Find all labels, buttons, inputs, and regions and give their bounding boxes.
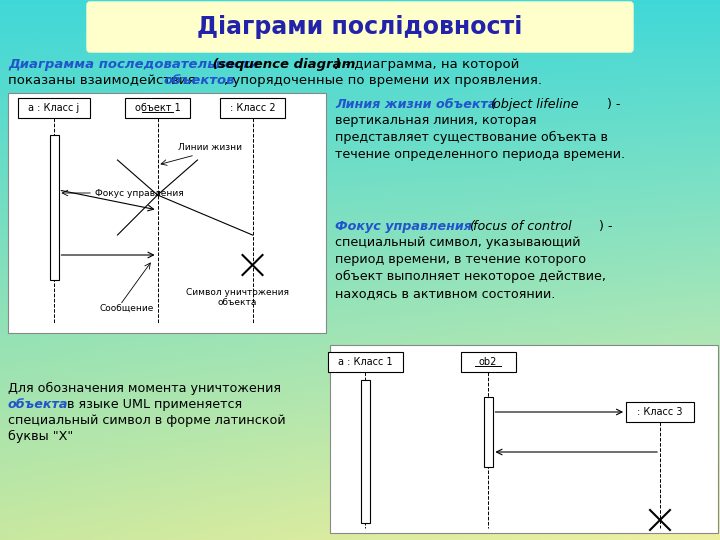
Text: Символ уничтожения
объекта: Символ уничтожения объекта — [186, 288, 289, 307]
Text: : Класс 3: : Класс 3 — [637, 407, 683, 417]
Text: (: ( — [487, 98, 496, 111]
Text: , упорядоченные по времени их проявления.: , упорядоченные по времени их проявления… — [224, 74, 542, 87]
Bar — [18, 98, 90, 118]
Bar — [328, 352, 402, 372]
Text: специальный символ, указывающий
период времени, в течение которого
объект выполн: специальный символ, указывающий период в… — [335, 236, 606, 300]
Text: (: ( — [208, 58, 219, 71]
Bar — [361, 380, 369, 523]
Text: sequence diagram: sequence diagram — [218, 58, 356, 71]
Text: (: ( — [466, 220, 475, 233]
Text: ) -: ) - — [607, 98, 621, 111]
Text: : Класс 2: : Класс 2 — [230, 103, 275, 113]
Text: объекта: объекта — [8, 398, 68, 411]
Text: объект 1: объект 1 — [135, 103, 181, 113]
Text: - диаграмма, на которой: - диаграмма, на которой — [341, 58, 519, 71]
Text: Линия жизни объекта: Линия жизни объекта — [335, 98, 497, 111]
Text: Діаграми послідовності: Діаграми послідовності — [197, 15, 523, 39]
Bar — [484, 397, 492, 467]
Bar — [8, 93, 326, 333]
Text: ob2: ob2 — [479, 357, 498, 367]
Text: вертикальная линия, которая
представляет существование объекта в
течение определ: вертикальная линия, которая представляет… — [335, 114, 625, 161]
Bar — [461, 352, 516, 372]
FancyBboxPatch shape — [87, 2, 633, 52]
Text: объектов: объектов — [164, 74, 235, 87]
Text: ): ) — [334, 58, 340, 71]
Text: а : Класс 1: а : Класс 1 — [338, 357, 392, 367]
Text: Линии жизни: Линии жизни — [178, 144, 242, 152]
Text: показаны взаимодействия: показаны взаимодействия — [8, 74, 200, 87]
Text: в языке UML применяется: в языке UML применяется — [63, 398, 242, 411]
Text: специальный символ в форме латинской: специальный символ в форме латинской — [8, 414, 286, 427]
Bar — [626, 402, 694, 422]
Text: а : Класс j: а : Класс j — [28, 103, 80, 113]
Text: focus of control: focus of control — [473, 220, 572, 233]
Text: ) -: ) - — [599, 220, 613, 233]
Text: Диаграмма последовательности: Диаграмма последовательности — [8, 58, 258, 71]
Bar — [330, 345, 718, 533]
Text: Фокус управления: Фокус управления — [95, 188, 184, 198]
Bar — [220, 98, 285, 118]
Text: буквы "X": буквы "X" — [8, 430, 73, 443]
Bar — [125, 98, 190, 118]
Text: Фокус управления: Фокус управления — [335, 220, 472, 233]
Text: Для обозначения момента уничтожения: Для обозначения момента уничтожения — [8, 382, 281, 395]
Text: Сообщение: Сообщение — [100, 303, 154, 313]
Bar — [50, 135, 58, 280]
Text: object lifeline: object lifeline — [493, 98, 579, 111]
